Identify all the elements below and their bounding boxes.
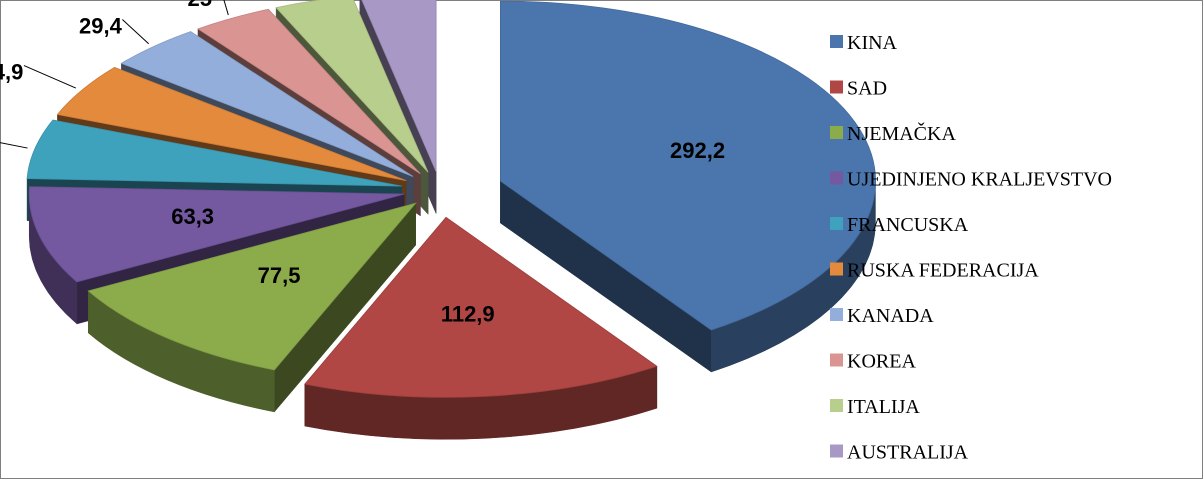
legend-item: KOREA [830, 351, 916, 373]
legend-label: ITALIJA [847, 396, 920, 418]
legend-swatch [830, 353, 843, 367]
pie-slice-sad [304, 216, 658, 440]
data-label: 29,4 [79, 13, 123, 38]
leader-line [23, 65, 77, 89]
leader-line [122, 19, 150, 45]
legend-label: UJEDINJENO KRALJEVSTVO [847, 169, 1112, 191]
data-label: 34,9 [0, 59, 23, 84]
data-label: 112,9 [441, 302, 495, 327]
legend-item: NJEMAČKA [830, 121, 956, 145]
legend-item: RUSKA FEDERACIJA [830, 260, 1039, 282]
pie-slice-njema-ka [87, 202, 417, 413]
data-label: 63,3 [171, 204, 214, 229]
legend-label: KINA [847, 32, 898, 54]
legend-item: KINA [830, 32, 898, 54]
legend-swatch [830, 35, 843, 48]
legend-item: UJEDINJENO KRALJEVSTVO [830, 169, 1112, 191]
legend-item: ITALIJA [830, 396, 920, 418]
legend-label: RUSKA FEDERACIJA [847, 260, 1039, 282]
legend-item: KANADA [830, 305, 934, 327]
legend-label: KANADA [847, 305, 934, 327]
legend: KINA SAD NJEMAČKA UJEDINJENO KRALJEVSTVO FRA… [830, 32, 1112, 464]
data-label: 25 [187, 0, 211, 11]
data-label: 292,2 [670, 138, 725, 163]
legend-swatch [830, 80, 843, 94]
legend-label: FRANCUSKA [847, 214, 969, 236]
legend-item: FRANCUSKA [830, 214, 969, 236]
legend-swatch [830, 444, 843, 458]
legend-label: SAD [847, 78, 887, 100]
pie-slice-kina [500, 0, 876, 373]
legend-swatch [830, 399, 843, 412]
legend-swatch [830, 262, 843, 276]
legend-swatch [830, 126, 843, 139]
legend-swatch [830, 171, 843, 185]
legend-item: SAD [830, 78, 887, 100]
legend-swatch [830, 217, 843, 230]
legend-label: NJEMAČKA [847, 121, 956, 145]
legend-item: AUSTRALIJA [830, 442, 969, 464]
legend-label: KOREA [847, 351, 916, 373]
legend-swatch [830, 308, 843, 321]
leader-line [223, 0, 229, 16]
leader-line [0, 142, 28, 149]
data-label: 77,5 [258, 263, 301, 288]
legend-label: AUSTRALIJA [847, 442, 969, 464]
